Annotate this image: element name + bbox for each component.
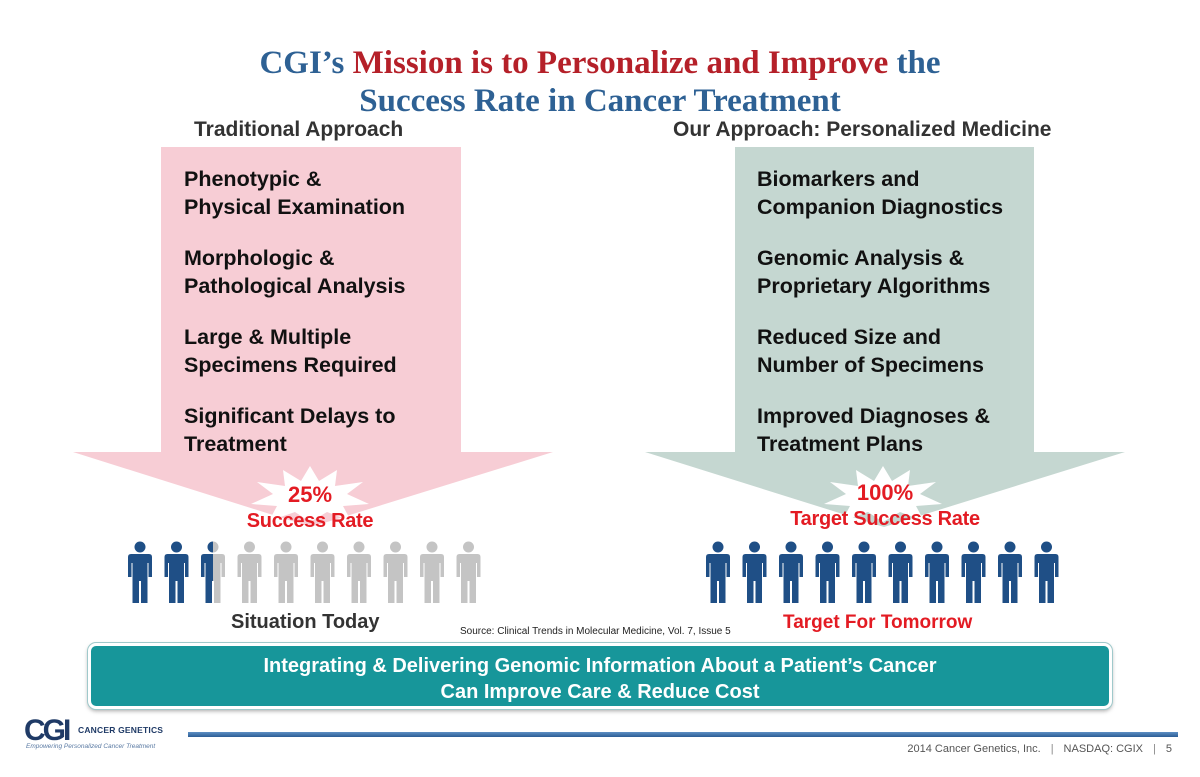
logo-mark-text: CGI xyxy=(24,714,70,744)
left-rate-label: Success Rate xyxy=(246,510,374,532)
left-item-list: Phenotypic & Physical Examination Morpho… xyxy=(184,165,405,481)
footer-company: 2014 Cancer Genetics, Inc. xyxy=(907,743,1041,755)
right-person-icon xyxy=(1034,541,1059,603)
left-starburst-shape xyxy=(251,466,369,522)
right-item: Improved Diagnoses & Treatment Plans xyxy=(757,404,990,456)
title-line-2: Success Rate in Cancer Treatment xyxy=(359,83,841,119)
left-column-heading: Traditional Approach xyxy=(194,118,404,141)
right-person-icon xyxy=(742,541,767,603)
left-people-pictogram xyxy=(128,541,481,603)
logo-tagline: Empowering Personalized Cancer Treatment xyxy=(26,743,156,750)
company-logo-mark: CGI xyxy=(24,714,73,744)
right-arrow-shape xyxy=(645,147,1125,527)
right-caption: Target For Tomorrow xyxy=(783,612,973,633)
left-caption: Situation Today xyxy=(231,611,380,633)
left-person-icon xyxy=(201,541,225,603)
right-success-rate: 100% Target Success Rate xyxy=(745,480,1025,532)
right-item: Reduced Size and Number of Specimens xyxy=(757,325,984,377)
summary-banner: Integrating & Delivering Genomic Informa… xyxy=(88,643,1112,709)
right-item-list: Biomarkers and Companion Diagnostics Gen… xyxy=(757,165,1003,481)
slide-title: CGI’s Mission is to Personalize and Impr… xyxy=(0,44,1200,120)
left-item: Phenotypic & Physical Examination xyxy=(184,167,406,219)
footer-separator: | xyxy=(1153,743,1156,755)
right-item: Genomic Analysis & Proprietary Algorithm… xyxy=(757,246,991,298)
right-person-icon xyxy=(925,541,949,603)
right-item: Biomarkers and Companion Diagnostics xyxy=(757,167,1004,219)
right-person-icon xyxy=(888,541,913,603)
left-item: Significant Delays to Treatment xyxy=(184,404,396,456)
left-person-icon xyxy=(310,541,335,603)
right-people-pictogram xyxy=(706,541,1059,603)
footer-separator: | xyxy=(1050,743,1054,755)
left-person-icon xyxy=(347,541,371,603)
footer-ticker: NASDAQ: CGIX xyxy=(1063,743,1144,755)
source-citation: Source: Clinical Trends in Molecular Med… xyxy=(460,626,731,637)
left-item: Large & Multiple Specimens Required xyxy=(184,325,397,377)
title-highlight: Mission is to Personalize and Improve xyxy=(352,45,889,81)
banner-line-1: Integrating & Delivering Genomic Informa… xyxy=(263,655,937,677)
left-rate-value: 25% xyxy=(287,482,333,507)
right-rate-label: Target Success Rate xyxy=(790,508,980,530)
right-person-icon xyxy=(852,541,876,603)
right-starburst-shape xyxy=(824,466,942,522)
left-person-icon xyxy=(274,541,298,603)
banner-line-2: Can Improve Care & Reduce Cost xyxy=(440,681,760,703)
logo-company-name: CANCER GENETICS xyxy=(78,725,164,735)
left-item: Morphologic & Pathological Analysis xyxy=(184,246,406,298)
left-person-icon xyxy=(237,541,262,603)
right-person-icon xyxy=(779,541,803,603)
left-person-icon xyxy=(128,541,152,603)
left-arrow-shape xyxy=(73,147,553,527)
left-person-icon xyxy=(383,541,408,603)
footer-rule xyxy=(188,732,1178,737)
left-person-icon xyxy=(164,541,189,603)
left-person-icon xyxy=(420,541,444,603)
title-line-1: CGI’s Mission is to Personalize and Impr… xyxy=(259,45,941,81)
footer-page-number: 5 xyxy=(1165,743,1172,755)
right-person-icon xyxy=(815,541,840,603)
left-person-icon xyxy=(456,541,481,603)
right-person-icon xyxy=(961,541,986,603)
right-person-icon xyxy=(998,541,1022,603)
left-success-rate: 25% Success Rate xyxy=(190,482,430,534)
slide-footer: 2014 Cancer Genetics, Inc. | NASDAQ: CGIX |… xyxy=(907,743,1172,755)
right-person-icon xyxy=(706,541,730,603)
right-rate-value: 100% xyxy=(856,480,914,505)
right-column-heading: Our Approach: Personalized Medicine xyxy=(673,118,1052,141)
